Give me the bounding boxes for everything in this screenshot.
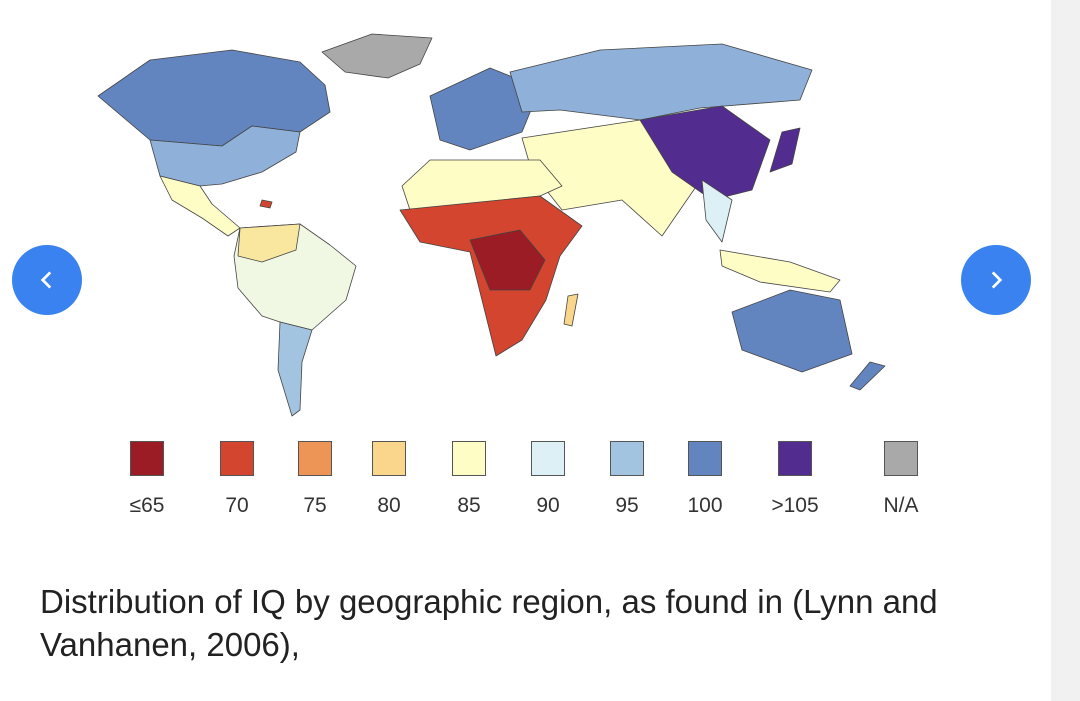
legend-label: >105 — [771, 494, 819, 517]
region-southern-cone — [277, 321, 313, 417]
region-china — [639, 105, 771, 201]
legend-label: 85 — [457, 494, 481, 517]
legend-swatch — [688, 441, 722, 476]
region-australia — [731, 289, 853, 373]
legend-swatch — [452, 441, 486, 476]
region-russia — [509, 43, 813, 121]
next-slide-button[interactable] — [961, 245, 1031, 315]
region-mexico-central-america — [159, 175, 241, 237]
region-madagascar — [563, 293, 579, 327]
region-greenland — [321, 33, 433, 79]
chevron-left-icon — [40, 271, 52, 289]
legend-label: 80 — [377, 494, 401, 517]
legend-swatch — [130, 441, 164, 476]
legend-swatch — [778, 441, 812, 476]
region-japan — [769, 127, 801, 173]
previous-slide-button[interactable] — [12, 245, 82, 315]
chevron-right-icon — [991, 271, 1003, 289]
legend-label: ≤65 — [129, 494, 165, 517]
region-central-africa — [469, 229, 546, 291]
region-southeast-asia — [701, 179, 733, 243]
region-indonesia — [719, 249, 841, 293]
legend-label: 75 — [303, 494, 327, 517]
legend-swatch — [531, 441, 565, 476]
image-caption: Distribution of IQ by geographic region,… — [40, 583, 938, 663]
legend-label: 100 — [687, 494, 723, 517]
legend-label: 95 — [615, 494, 639, 517]
region-new-zealand — [849, 361, 886, 391]
region-europe — [429, 67, 541, 151]
legend-label: N/A — [883, 494, 919, 517]
legend-label: 70 — [225, 494, 249, 517]
scrollbar[interactable] — [1051, 0, 1080, 701]
region-caribbean — [259, 199, 273, 209]
legend-label: 90 — [536, 494, 560, 517]
region-colombia-venezuela — [237, 223, 301, 263]
legend-swatch — [298, 441, 332, 476]
legend-swatch — [884, 441, 918, 476]
legend-swatch — [610, 441, 644, 476]
world-iq-map — [97, 33, 886, 417]
legend-swatch — [372, 441, 406, 476]
legend-swatch — [220, 441, 254, 476]
